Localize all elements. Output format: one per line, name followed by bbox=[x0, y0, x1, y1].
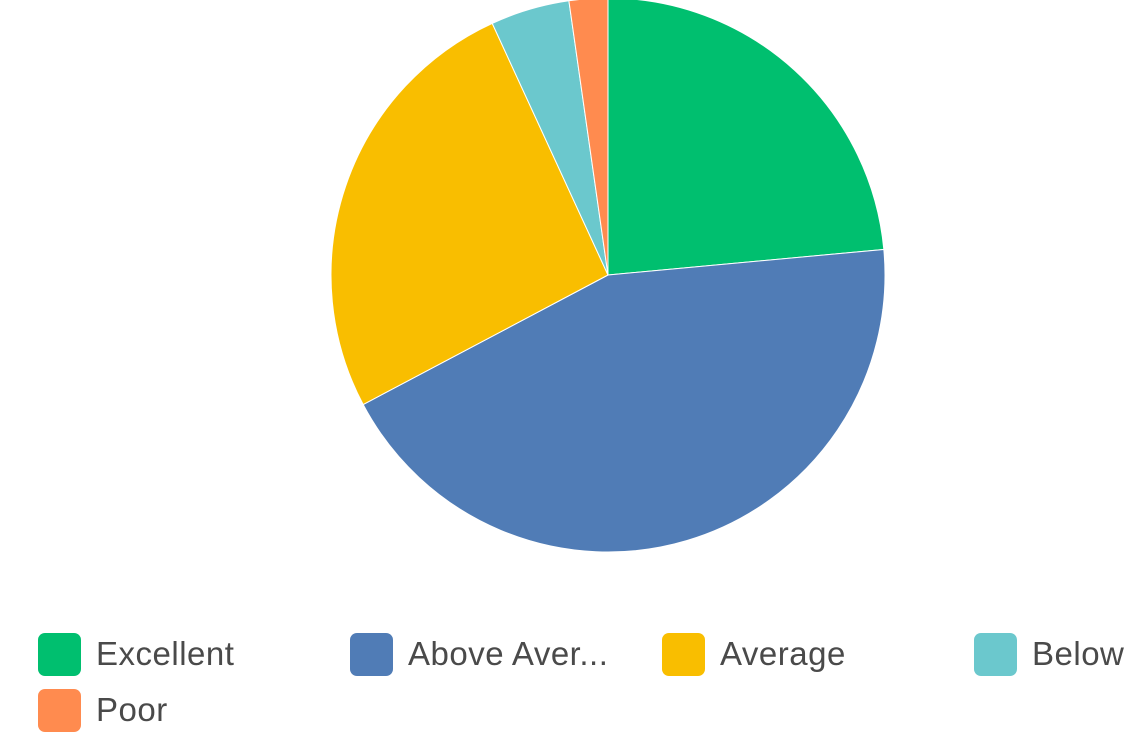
pie-slice-poor[interactable] bbox=[568, 0, 609, 276]
legend-item-below[interactable]: Below bbox=[974, 632, 1128, 676]
pie-slices-group bbox=[330, 0, 886, 553]
legend-swatch-average bbox=[662, 632, 705, 676]
pie-plot-area bbox=[330, 0, 886, 553]
legend-label-poor: Poor bbox=[96, 691, 168, 728]
chart-legend: Excellent Above Aver... Average Below Po… bbox=[38, 632, 1128, 741]
legend-swatch-above-average bbox=[350, 632, 393, 676]
legend-label-above-average: Above Aver... bbox=[408, 635, 609, 672]
legend-swatch-poor bbox=[38, 688, 81, 732]
legend-swatch-excellent bbox=[38, 632, 81, 676]
legend-item-above-average[interactable]: Above Aver... bbox=[350, 632, 650, 676]
legend-label-excellent: Excellent bbox=[96, 635, 235, 672]
legend-label-average: Average bbox=[720, 635, 846, 672]
legend-item-average[interactable]: Average bbox=[662, 632, 962, 676]
pie-slice-excellent[interactable] bbox=[607, 0, 885, 276]
pie-slice-above-average[interactable] bbox=[362, 248, 886, 553]
legend-item-excellent[interactable]: Excellent bbox=[38, 632, 338, 676]
legend-item-poor[interactable]: Poor bbox=[38, 688, 338, 732]
pie-slice-average[interactable] bbox=[330, 22, 609, 406]
legend-swatch-below bbox=[974, 632, 1017, 676]
legend-label-below: Below bbox=[1032, 635, 1125, 672]
